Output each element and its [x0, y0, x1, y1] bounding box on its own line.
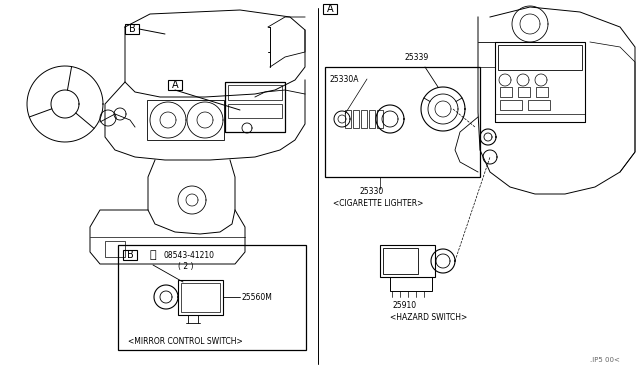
Bar — [369, 110, 375, 128]
Bar — [500, 87, 512, 97]
Bar — [377, 110, 383, 128]
Bar — [498, 45, 582, 70]
Bar — [323, 4, 337, 14]
Bar — [361, 110, 367, 128]
Bar — [105, 241, 125, 257]
Bar — [528, 100, 550, 110]
Bar — [380, 245, 435, 277]
Text: <MIRROR CONTROL SWITCH>: <MIRROR CONTROL SWITCH> — [128, 337, 243, 346]
Bar — [345, 110, 351, 128]
Bar — [225, 82, 285, 132]
Bar — [390, 277, 432, 291]
Bar — [147, 100, 224, 140]
Bar — [383, 248, 418, 274]
Bar — [500, 100, 522, 110]
Text: 25910: 25910 — [393, 301, 417, 310]
Bar — [168, 80, 182, 90]
Text: Ⓢ: Ⓢ — [150, 250, 156, 260]
Text: 08543-41210: 08543-41210 — [163, 250, 214, 260]
Bar — [125, 24, 139, 34]
Bar — [118, 245, 306, 350]
Bar — [495, 42, 585, 122]
Bar — [353, 110, 359, 128]
Text: <HAZARD SWITCH>: <HAZARD SWITCH> — [390, 312, 467, 321]
Text: 25339: 25339 — [405, 52, 429, 61]
Bar — [495, 114, 585, 122]
Text: .IP5 00<: .IP5 00< — [590, 357, 620, 363]
Bar — [123, 250, 137, 260]
Text: A: A — [326, 4, 333, 14]
Text: 25560M: 25560M — [242, 292, 273, 301]
Text: B: B — [129, 24, 136, 34]
Bar — [228, 104, 282, 118]
Bar — [225, 82, 285, 132]
Bar — [178, 280, 223, 315]
Bar — [181, 283, 220, 312]
Text: ( 2 ): ( 2 ) — [178, 263, 193, 272]
Bar — [536, 87, 548, 97]
Text: A: A — [172, 80, 179, 90]
Text: <CIGARETTE LIGHTER>: <CIGARETTE LIGHTER> — [333, 199, 424, 208]
Text: B: B — [127, 250, 133, 260]
Text: 25330A: 25330A — [330, 74, 360, 83]
Bar — [228, 85, 282, 100]
Bar — [518, 87, 530, 97]
Bar — [325, 67, 480, 177]
Text: 25330: 25330 — [360, 186, 384, 196]
